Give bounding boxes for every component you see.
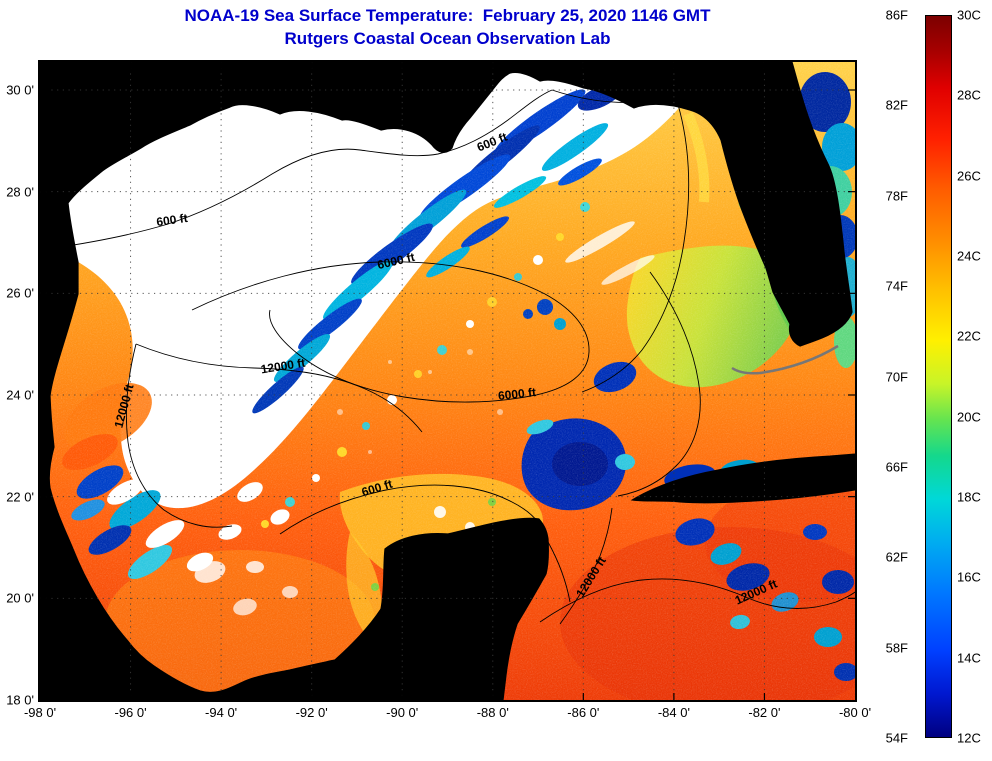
colorbar-c-label: 26C xyxy=(957,168,981,184)
colorbar-fahrenheit-scale: 86F 82F 78F 74F 70F 66F 62F 58F 54F xyxy=(856,8,908,746)
colorbar-f-label: 58F xyxy=(885,640,908,656)
grid-lines xyxy=(40,62,855,700)
x-tick-label: -88 0' xyxy=(476,705,509,720)
y-tick-label: 26 0' xyxy=(6,285,34,301)
x-tick-label: -90 0' xyxy=(386,705,419,720)
axis-tick-marks xyxy=(40,62,855,700)
colorbar-c-label: 14C xyxy=(957,650,981,666)
colorbar-f-label: 78F xyxy=(885,188,908,204)
colorbar-celsius-scale: 30C 28C 26C 24C 22C 20C 18C 16C 14C 12C xyxy=(957,8,992,746)
colorbar-gradient xyxy=(925,15,952,738)
x-tick-label: -86 0' xyxy=(567,705,600,720)
colorbar-c-label: 16C xyxy=(957,569,981,585)
chart-title: NOAA-19 Sea Surface Temperature: Februar… xyxy=(184,6,711,25)
gulf-of-mexico-map xyxy=(40,62,855,700)
coastline-layer xyxy=(40,62,855,700)
colorbar-f-label: 74F xyxy=(885,278,908,294)
x-tick-label: -84 0' xyxy=(657,705,690,720)
colorbar-c-label: 30C xyxy=(957,7,981,23)
depth-contours xyxy=(53,89,855,625)
colorbar-f-label: 82F xyxy=(885,97,908,113)
map-plot-area: 600 ft 600 ft 6000 ft 12000 ft 12000 ft 6000 … xyxy=(38,60,857,702)
y-axis-latitude: 30 0' 28 0' 26 0' 24 0' 22 0' 20 0' 18 0' xyxy=(0,62,36,708)
colorbar-f-label: 62F xyxy=(885,549,908,565)
chart-subtitle: Rutgers Coastal Ocean Observation Lab xyxy=(284,29,611,48)
x-tick-label: -80 0' xyxy=(838,705,872,720)
y-tick-label: 28 0' xyxy=(6,184,34,200)
y-tick-label: 24 0' xyxy=(6,387,34,403)
y-tick-label: 22 0' xyxy=(6,489,34,505)
x-tick-label: -82 0' xyxy=(748,705,781,720)
colorbar-c-label: 20C xyxy=(957,409,981,425)
y-tick-label: 30 0' xyxy=(6,82,34,98)
colorbar-c-label: 24C xyxy=(957,248,981,264)
colorbar-c-label: 18C xyxy=(957,489,981,505)
colorbar-c-label: 28C xyxy=(957,87,981,103)
colorbar-c-label: 22C xyxy=(957,328,981,344)
x-tick-label: -94 0' xyxy=(205,705,238,720)
colorbar-f-label: 66F xyxy=(885,459,908,475)
colorbar-f-label: 86F xyxy=(885,7,908,23)
x-tick-label: -96 0' xyxy=(114,705,147,720)
x-axis-longitude: -98 0' -96 0' -94 0' -92 0' -90 0' -88 0' -86 … xyxy=(24,705,871,725)
florida-keys xyxy=(731,344,839,375)
y-tick-label: 18 0' xyxy=(6,692,34,708)
x-tick-label: -98 0' xyxy=(23,705,57,720)
x-tick-label: -92 0' xyxy=(295,705,328,720)
colorbar-f-label: 70F xyxy=(885,369,908,384)
y-tick-label: 20 0' xyxy=(6,590,34,606)
colorbar-f-label: 54F xyxy=(885,730,908,746)
colorbar-c-label: 12C xyxy=(957,730,981,746)
